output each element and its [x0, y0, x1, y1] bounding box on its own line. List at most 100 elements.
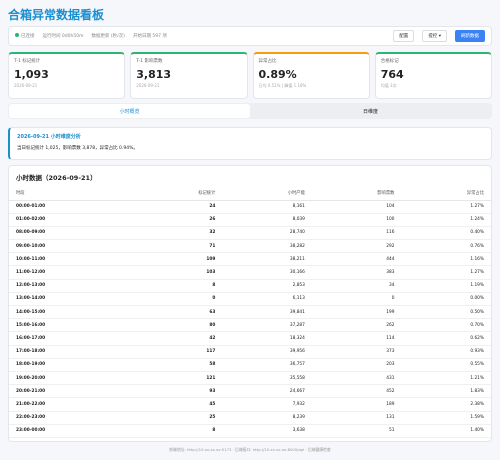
config-button[interactable]: 配置 [393, 30, 415, 42]
cell: 0.93% [401, 345, 491, 359]
tabs: 小时概览 日维度 [8, 103, 492, 119]
cell: 39,956 [222, 345, 312, 359]
cell: 117 [132, 345, 223, 359]
cell: 10:00-11:00 [9, 252, 133, 267]
row: 01:00-02:00 26 8,039 100 1.24% [9, 213, 491, 227]
cell: 1.27% [401, 265, 491, 280]
card: T-1 影响票数 3,813 2026-09-21 [130, 52, 248, 99]
cell: 28,740 [222, 226, 312, 241]
info: 运行时间 0d0h50m [42, 34, 84, 39]
cell: 0 [132, 292, 223, 307]
tab[interactable]: 小时概览 [9, 104, 250, 118]
cell: 0.62% [401, 331, 491, 346]
cell: 2,853 [222, 279, 312, 293]
tab[interactable]: 日维度 [362, 108, 378, 115]
analysis-text: 当日标记统计 1,025，影响票数 3,878，异常占比 0.94%。 [17, 146, 138, 151]
refresh-button[interactable]: 刷新数据 [455, 30, 485, 42]
cell: 431 [311, 371, 402, 386]
cell: 0.00% [401, 292, 491, 307]
cell: 116 [311, 226, 402, 241]
info: 开始日期 597 项 [132, 34, 167, 39]
cell: 262 [311, 318, 402, 333]
card-value: 0.89% [258, 68, 297, 81]
cell: 131 [311, 411, 402, 425]
cell: 08:00-09:00 [9, 226, 133, 241]
column-header: 时段 [9, 186, 133, 201]
card-label: 合格标记 [380, 59, 399, 64]
row: 21:00-22:00 45 7,932 189 2.38% [9, 397, 491, 412]
control-button[interactable]: 提控 ▾ [422, 30, 447, 42]
toolbar: 已连接 运行时间 0d0h50m 数据更新 (秒/次) 开始日期 597 项 配… [8, 26, 492, 46]
cell: 189 [311, 397, 402, 412]
cell: 24,667 [222, 384, 312, 399]
cell: 1.24% [401, 213, 491, 227]
row: 14:00-15:00 63 39,841 199 0.50% [9, 305, 491, 320]
cell: 203 [311, 358, 402, 372]
row: 12:00-13:00 8 2,853 34 1.19% [9, 279, 491, 293]
table: 时段 标记统计 小时产能 影响票数 异常占比 00:00-01:00 24 8,161 104 1… [9, 186, 491, 438]
cell: 42 [132, 331, 223, 346]
cell: 6,113 [222, 292, 312, 307]
card-label: 异常占比 [258, 59, 277, 64]
row: 16:00-17:00 42 18,324 114 0.62% [9, 331, 491, 346]
status-text: 已连接 [21, 34, 35, 39]
cell: 0.40% [401, 226, 491, 241]
cell: 30,166 [222, 265, 312, 280]
cell: 0.76% [401, 239, 491, 254]
cell: 114 [311, 331, 402, 346]
analysis-title: 2026-09-21 小时维度分析 [17, 134, 81, 140]
cell: 21:00-22:00 [9, 397, 133, 412]
cell: 103 [132, 265, 223, 280]
row: 11:00-12:00 103 30,166 383 1.27% [9, 265, 491, 280]
cell: 1.21% [401, 371, 491, 386]
cell: 35,558 [222, 371, 312, 386]
cell: 12:00-13:00 [9, 279, 133, 293]
card-sub: 2026-09-21 [14, 83, 38, 88]
cell: 109 [132, 252, 223, 267]
cell: 24 [132, 200, 223, 214]
card-sub: 日均 0.51% | 峰值 1.18% [258, 83, 307, 88]
cell: 32 [132, 226, 223, 241]
cell: 373 [311, 345, 402, 359]
cell: 37,287 [222, 318, 312, 333]
cell: 34 [311, 279, 402, 293]
cards: T-1 标记统计 1,093 2026-09-21 T-1 影响票数 3,813 2026… [8, 52, 492, 99]
row: 17:00-18:00 117 39,956 373 0.93% [9, 345, 491, 359]
cell: 18:00-19:00 [9, 358, 133, 372]
cell: 09:00-10:00 [9, 239, 133, 254]
card-sub: 2026-09-21 [136, 83, 160, 88]
cell: 13:00-14:00 [9, 292, 133, 307]
cell: 23:00-00:00 [9, 424, 133, 438]
cell: 2.38% [401, 397, 491, 412]
cell: 25 [132, 411, 223, 425]
card-value: 764 [380, 68, 404, 81]
cell: 39,841 [222, 305, 312, 320]
row: 08:00-09:00 32 28,740 116 0.40% [9, 226, 491, 241]
cell: 15:00-16:00 [9, 318, 133, 333]
card-sub: 均值 3次 [380, 83, 397, 88]
cell: 1.40% [401, 424, 491, 438]
column-header: 小时产能 [222, 186, 312, 201]
cell: 80 [132, 318, 223, 333]
card-value: 3,813 [136, 68, 172, 81]
cell: 7,932 [222, 397, 312, 412]
cell: 1.59% [401, 411, 491, 425]
cell: 1.27% [401, 200, 491, 214]
table-title: 小时数据（2026-09-21） [16, 174, 97, 182]
cell: 8,039 [222, 213, 312, 227]
cell: 199 [311, 305, 402, 320]
card-value: 1,093 [14, 68, 49, 81]
footer: 前端地址: http://10.xx.xx.xx:5173 · 后端接口: ht… [169, 447, 331, 452]
cell: 8 [132, 424, 223, 438]
cell: 0 [311, 292, 402, 307]
row: 10:00-11:00 109 38,211 444 1.16% [9, 252, 491, 267]
cell: 00:00-01:00 [9, 200, 133, 214]
table-card: 小时数据（2026-09-21） 时段 标记统计 小时产能 影响票数 异常占比 00:00… [8, 165, 492, 442]
cell: 0.70% [401, 318, 491, 333]
cell: 1.19% [401, 279, 491, 293]
cell: 19:00-20:00 [9, 371, 133, 386]
cell: 58 [132, 358, 223, 372]
row: 00:00-01:00 24 8,161 104 1.27% [9, 200, 491, 214]
cell: 63 [132, 305, 223, 320]
